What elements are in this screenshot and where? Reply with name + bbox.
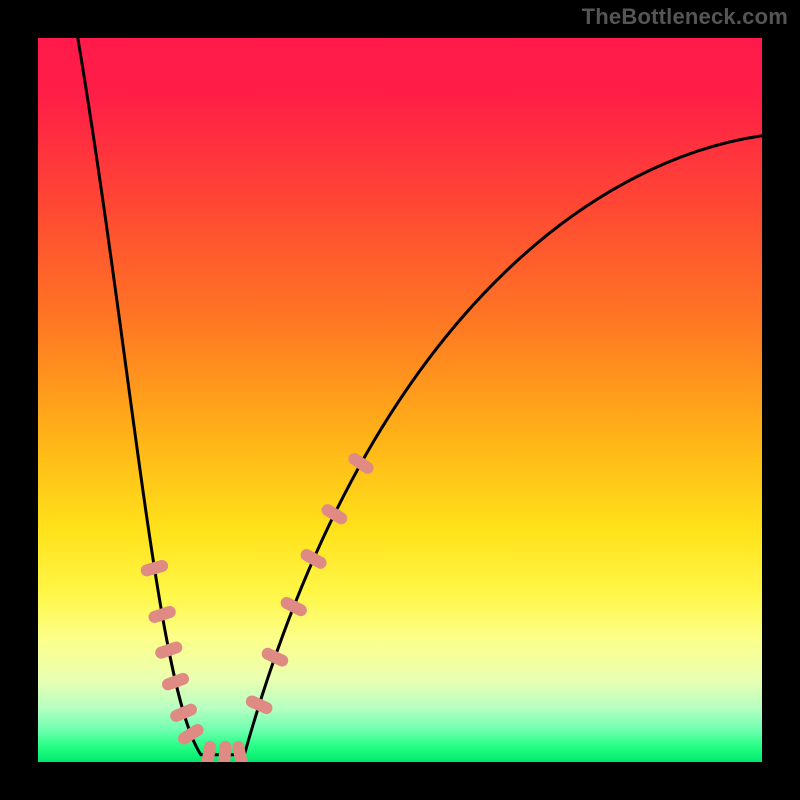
chart-svg <box>0 0 800 800</box>
plot-area <box>38 38 762 770</box>
chart-stage: TheBottleneck.com <box>0 0 800 800</box>
watermark-text: TheBottleneck.com <box>582 4 788 30</box>
